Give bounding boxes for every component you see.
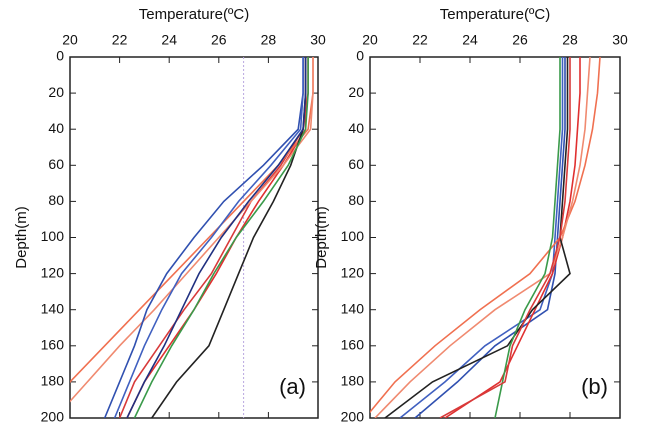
x-tick-label: 26 — [512, 32, 528, 48]
y-tick-label: 180 — [341, 373, 365, 389]
x-tick-label: 20 — [362, 32, 378, 48]
y-tick-label: 20 — [348, 84, 364, 100]
x-tick-label: 30 — [612, 32, 628, 48]
x-tick-label: 20 — [62, 32, 78, 48]
x-axis-title: Temperature(ºC) — [440, 6, 551, 23]
plot-area — [370, 57, 601, 418]
y-tick-label: 200 — [41, 409, 65, 425]
y-tick-label: 140 — [341, 300, 365, 316]
profile-line — [70, 57, 314, 403]
profile-line — [113, 57, 304, 418]
profile-line — [70, 57, 314, 384]
panel-label: (b) — [581, 374, 608, 399]
y-tick-label: 40 — [48, 120, 64, 136]
profile-line — [103, 57, 304, 418]
y-tick-label: 60 — [348, 156, 364, 172]
y-tick-label: 160 — [41, 337, 65, 353]
x-axis-title: Temperature(ºC) — [139, 6, 250, 23]
y-tick-label: 60 — [48, 156, 64, 172]
plot-area — [70, 57, 314, 418]
x-tick-label: 24 — [462, 32, 478, 48]
profile-line — [399, 57, 564, 418]
y-tick-label: 40 — [348, 120, 364, 136]
y-tick-label: 180 — [41, 373, 65, 389]
y-tick-label: 140 — [41, 300, 65, 316]
profile-line — [439, 57, 571, 418]
panel-label: (a) — [279, 374, 306, 399]
x-tick-label: 28 — [562, 32, 578, 48]
profile-line — [118, 57, 309, 418]
x-tick-label: 30 — [310, 32, 326, 48]
y-tick-label: 120 — [41, 264, 65, 280]
x-tick-label: 24 — [161, 32, 177, 48]
y-tick-label: 0 — [56, 48, 64, 64]
y-axis-title: Depth(m) — [313, 206, 330, 269]
x-tick-label: 22 — [412, 32, 428, 48]
profile-line — [133, 57, 309, 418]
profile-line — [374, 57, 591, 418]
y-tick-label: 0 — [356, 48, 364, 64]
profile-line — [494, 57, 561, 418]
y-tick-label: 20 — [48, 84, 64, 100]
x-tick-label: 28 — [261, 32, 277, 48]
x-tick-label: 22 — [112, 32, 128, 48]
y-tick-label: 200 — [341, 409, 365, 425]
y-tick-label: 80 — [48, 192, 64, 208]
profile-line — [126, 57, 307, 418]
y-tick-label: 80 — [348, 192, 364, 208]
x-tick-label: 26 — [211, 32, 227, 48]
y-tick-label: 100 — [41, 228, 65, 244]
y-tick-label: 160 — [341, 337, 365, 353]
y-axis-title: Depth(m) — [13, 206, 30, 269]
plot-frame — [369, 56, 621, 419]
y-tick-label: 100 — [341, 228, 365, 244]
y-tick-label: 120 — [341, 264, 365, 280]
